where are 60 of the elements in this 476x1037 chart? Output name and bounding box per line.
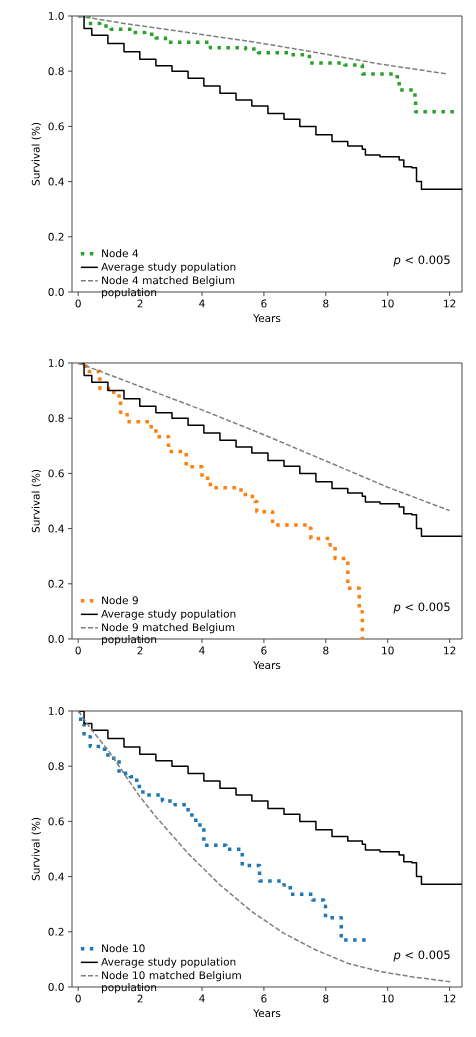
annotation: p < 0.005	[393, 255, 450, 267]
y-tick-label: 0.0	[48, 288, 64, 296]
legend-label: Node 10 matched Belgium population	[102, 971, 241, 994]
legend-label: Average study population	[101, 609, 236, 620]
y-tick-label: 0.2	[48, 579, 64, 588]
legend-label: Node 9	[102, 596, 138, 605]
legend-label: Node 9 matched Belgium population	[102, 623, 235, 646]
annotation: p < 0.005	[393, 950, 450, 962]
y-tick-label: 1.0	[48, 359, 64, 367]
annotation: p < 0.005	[393, 602, 450, 614]
x-tick-label: 12	[444, 994, 456, 1003]
x-axis-title: Years	[253, 314, 281, 323]
legend-label: Average study population	[101, 957, 236, 968]
y-tick-label: 1.0	[48, 707, 64, 715]
y-tick-label: 0.6	[48, 122, 64, 131]
y-tick-label: 0.8	[48, 67, 64, 76]
x-tick-label: 12	[444, 299, 456, 308]
line-series	[77, 711, 451, 983]
x-tick-label: 10	[382, 646, 394, 655]
line-series	[77, 15, 448, 75]
legend-label: Node 10	[102, 944, 145, 953]
x-tick-label: 0	[75, 994, 81, 1003]
x-tick-label: 6	[261, 994, 267, 1003]
y-axis-title: Survival (%)	[31, 122, 41, 186]
y-tick-label: 0.6	[48, 469, 64, 478]
x-tick-label: 8	[323, 994, 329, 1003]
x-tick-label: 10	[382, 299, 394, 308]
y-tick-label: 1.0	[48, 12, 64, 20]
y-tick-label: 0.0	[48, 635, 64, 643]
y-tick-label: 0.2	[48, 232, 64, 241]
legend-label: Node 4 matched Belgium population	[102, 276, 235, 299]
y-tick-label: 0.0	[48, 983, 64, 991]
y-tick-label: 0.4	[48, 872, 64, 881]
y-axis-title: Survival (%)	[31, 469, 41, 533]
x-tick-label: 2	[137, 646, 143, 655]
y-tick-label: 0.8	[48, 414, 64, 423]
y-tick-label: 0.6	[48, 817, 64, 826]
y-tick-label: 0.4	[48, 524, 64, 533]
x-tick-label: 8	[323, 299, 329, 308]
x-tick-label: 4	[199, 994, 205, 1003]
y-tick-label: 0.8	[48, 762, 64, 771]
line-series	[77, 362, 451, 512]
x-axis-title: Years	[253, 661, 281, 670]
x-tick-label: 4	[199, 646, 205, 655]
x-axis-title: Years	[253, 1009, 281, 1018]
y-tick-label: 0.4	[48, 177, 64, 186]
x-tick-label: 2	[137, 994, 143, 1003]
x-tick-label: 6	[261, 646, 267, 655]
x-tick-label: 2	[137, 299, 143, 308]
x-tick-label: 4	[199, 299, 205, 308]
x-tick-label: 12	[444, 646, 456, 655]
y-axis-title: Survival (%)	[31, 817, 41, 881]
x-tick-label: 10	[382, 994, 394, 1003]
x-tick-label: 6	[261, 299, 267, 308]
y-tick-label: 0.2	[48, 927, 64, 936]
x-tick-label: 8	[323, 646, 329, 655]
x-tick-label: 0	[75, 646, 81, 655]
legend-label: Average study population	[101, 262, 236, 273]
legend-label: Node 4	[102, 249, 139, 258]
x-tick-label: 0	[75, 299, 81, 308]
